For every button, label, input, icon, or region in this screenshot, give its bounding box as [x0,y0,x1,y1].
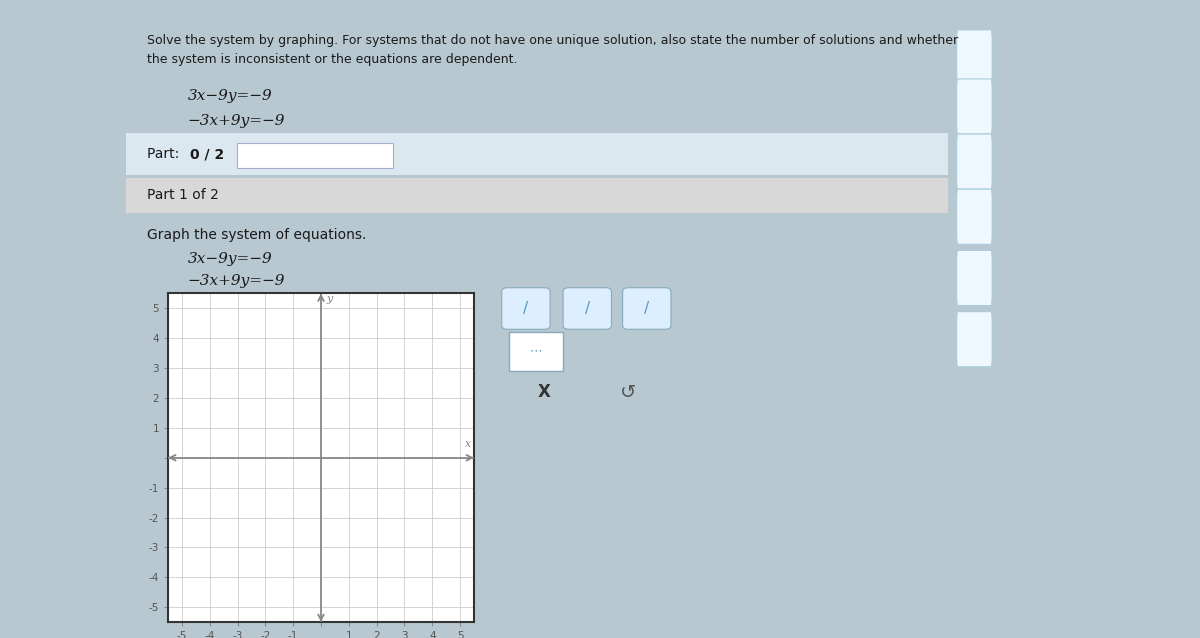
Text: ↺: ↺ [620,383,636,402]
FancyBboxPatch shape [956,79,992,134]
Text: X: X [538,383,551,401]
FancyBboxPatch shape [502,288,550,329]
FancyBboxPatch shape [956,30,992,85]
FancyBboxPatch shape [956,134,992,189]
Text: /: / [644,301,649,316]
FancyBboxPatch shape [509,332,563,371]
Text: /: / [584,301,590,316]
FancyBboxPatch shape [236,143,394,168]
Text: 0 / 2: 0 / 2 [190,147,224,161]
Text: y: y [326,295,332,304]
FancyBboxPatch shape [126,177,948,213]
FancyBboxPatch shape [623,288,671,329]
Text: 3x−9y=−9: 3x−9y=−9 [187,89,272,103]
Text: Graph the system of equations.: Graph the system of equations. [146,228,366,242]
Text: Part:: Part: [146,147,184,161]
Text: −3x+9y=−9: −3x+9y=−9 [187,114,286,128]
Text: −3x+9y=−9: −3x+9y=−9 [187,274,286,288]
Text: 3x−9y=−9: 3x−9y=−9 [187,251,272,265]
FancyBboxPatch shape [563,288,612,329]
Text: Solve the system by graphing. For systems that do not have one unique solution, : Solve the system by graphing. For system… [146,34,958,47]
Text: /: / [523,301,528,316]
Text: the system is inconsistent or the equations are dependent.: the system is inconsistent or the equati… [146,52,517,66]
FancyBboxPatch shape [126,133,948,175]
FancyBboxPatch shape [956,311,992,367]
Text: ⋯: ⋯ [530,345,542,358]
FancyBboxPatch shape [956,189,992,244]
Text: Part 1 of 2: Part 1 of 2 [146,188,218,202]
FancyBboxPatch shape [956,250,992,306]
Text: x: x [466,440,472,449]
